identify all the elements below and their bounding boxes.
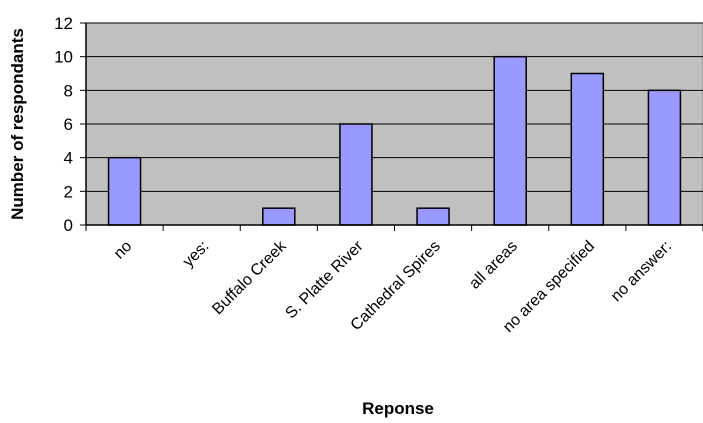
- y-tick-label: 2: [64, 182, 73, 201]
- bar: [339, 123, 373, 226]
- x-category-label: no answer:: [608, 238, 675, 305]
- bars: [107, 55, 682, 226]
- y-axis-title: Number of respondants: [8, 28, 27, 220]
- bar: [416, 207, 450, 226]
- y-tick-label: 12: [54, 14, 73, 33]
- bar: [262, 207, 296, 226]
- x-category-label: no: [111, 238, 136, 263]
- axes: [80, 22, 703, 231]
- bar: [107, 156, 142, 226]
- y-tick-label: 10: [54, 48, 73, 67]
- x-category-label: Buffalo Creek: [209, 237, 290, 318]
- y-tick-label: 6: [64, 115, 73, 134]
- y-tick-label: 8: [64, 81, 73, 100]
- bar: [570, 72, 605, 226]
- y-tick-label: 4: [64, 149, 73, 168]
- x-category-label: S. Platte River: [282, 237, 367, 322]
- x-category-label: all areas: [466, 238, 521, 293]
- x-axis-title: Reponse: [362, 399, 434, 418]
- y-tick-labels: 0 2 4 6 8 10 12: [54, 14, 73, 235]
- gridlines: [86, 22, 703, 192]
- bar: [647, 89, 682, 226]
- x-category-label: yes:: [180, 238, 213, 271]
- bar: [493, 55, 527, 226]
- y-tick-label: 0: [64, 216, 73, 235]
